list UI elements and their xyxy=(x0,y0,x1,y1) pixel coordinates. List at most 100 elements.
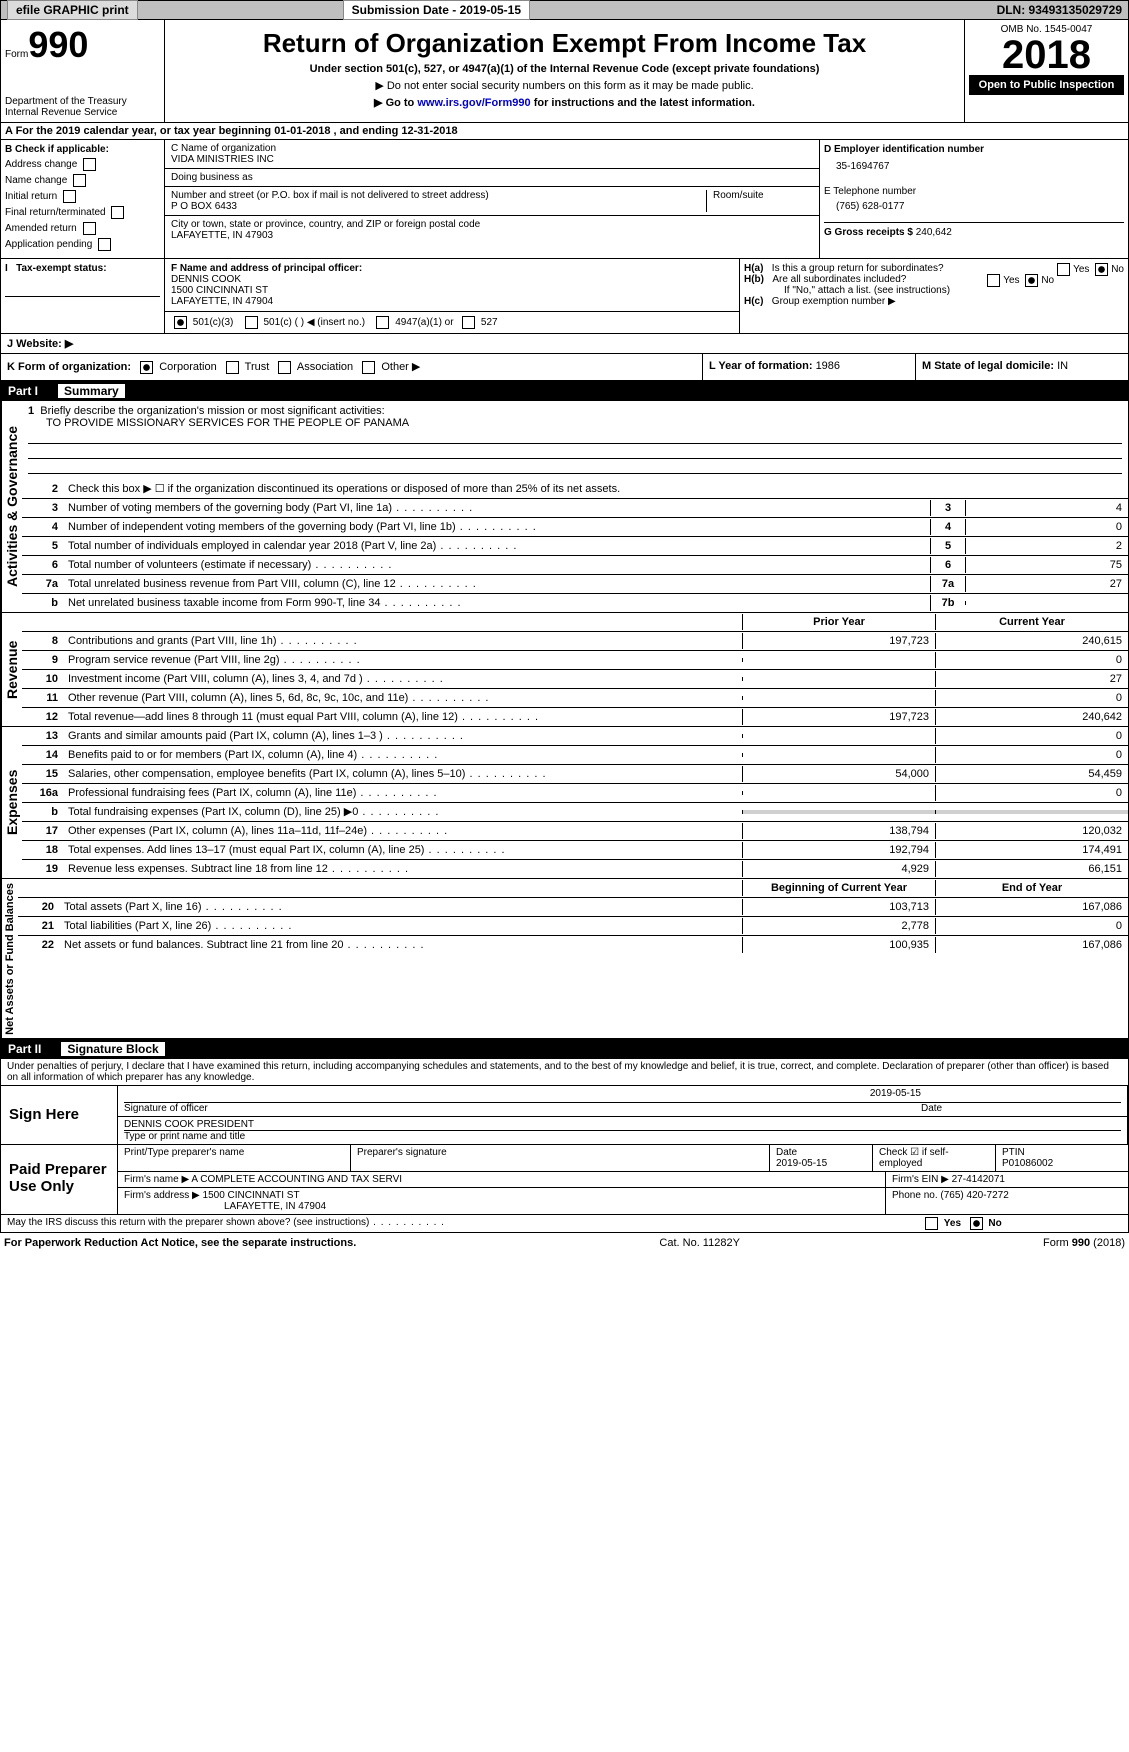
addr-label: Number and street (or P.O. box if mail i… xyxy=(171,190,700,201)
prior-year-value xyxy=(742,696,935,700)
row-text: Contributions and grants (Part VIII, lin… xyxy=(64,633,742,649)
perjury-text: Under penalties of perjury, I declare th… xyxy=(0,1059,1129,1086)
discuss-yes[interactable] xyxy=(925,1217,938,1230)
b-opt-label: Final return/terminated xyxy=(5,207,106,218)
row-text: Net unrelated business taxable income fr… xyxy=(64,595,930,611)
row-code: 4 xyxy=(930,519,965,535)
hb-yes[interactable] xyxy=(987,274,1000,287)
k-checkbox[interactable] xyxy=(226,361,239,374)
opt-4947: 4947(a)(1) or xyxy=(395,317,453,328)
row-text: Program service revenue (Part VIII, line… xyxy=(64,652,742,668)
form-subtitle: Under section 501(c), 527, or 4947(a)(1)… xyxy=(173,63,956,75)
prior-year-value xyxy=(742,677,935,681)
ein-value: 35-1694767 xyxy=(836,161,1124,172)
b-checkbox[interactable] xyxy=(83,222,96,235)
officer-addr1: 1500 CINCINNATI ST xyxy=(171,285,733,296)
row-text: Investment income (Part VIII, column (A)… xyxy=(64,671,742,687)
row-num: 3 xyxy=(22,500,64,516)
b-opt-label: Amended return xyxy=(5,223,77,234)
b-checkbox[interactable] xyxy=(73,174,86,187)
row-num: 5 xyxy=(22,538,64,554)
addr-value: P O BOX 6433 xyxy=(171,201,700,212)
footer-right: Form 990 (2018) xyxy=(1043,1237,1125,1249)
row-fhi: I Tax-exempt status: F Name and address … xyxy=(0,259,1129,334)
k-checkbox[interactable] xyxy=(278,361,291,374)
prior-year-value: 100,935 xyxy=(742,937,935,953)
b-checkbox[interactable] xyxy=(83,158,96,171)
boy-hdr: Beginning of Current Year xyxy=(742,880,935,896)
row-text: Total number of volunteers (estimate if … xyxy=(64,557,930,573)
phone-value: (765) 628-0177 xyxy=(836,201,1124,212)
side-expenses: Expenses xyxy=(1,727,22,878)
line3-post: for instructions and the latest informat… xyxy=(531,97,755,109)
row-text: Benefits paid to or for members (Part IX… xyxy=(64,747,742,763)
501c-check[interactable] xyxy=(245,316,258,329)
pt-date-label: Date xyxy=(776,1147,797,1158)
discuss-row: May the IRS discuss this return with the… xyxy=(0,1215,1129,1233)
b-label: B Check if applicable: xyxy=(5,144,160,155)
form-header: Form990 Department of the Treasury Inter… xyxy=(0,20,1129,123)
ptin-value: P01086002 xyxy=(1002,1158,1053,1169)
footer: For Paperwork Reduction Act Notice, see … xyxy=(0,1233,1129,1253)
k-checkbox[interactable] xyxy=(362,361,375,374)
row-text: Professional fundraising fees (Part IX, … xyxy=(64,785,742,801)
firm-label: Firm's name ▶ xyxy=(124,1174,189,1185)
row-num: b xyxy=(22,804,64,820)
section-bcd: B Check if applicable: Address change Na… xyxy=(0,140,1129,259)
k-checkbox[interactable] xyxy=(140,361,153,374)
irs-link[interactable]: www.irs.gov/Form990 xyxy=(417,97,530,109)
current-year-value: 167,086 xyxy=(935,899,1128,915)
city-value: LAFAYETTE, IN 47903 xyxy=(171,230,813,241)
g-label: G Gross receipts $ xyxy=(824,227,913,238)
501c3-check[interactable] xyxy=(174,316,187,329)
current-year-value: 66,151 xyxy=(935,861,1128,877)
current-year-value: 240,615 xyxy=(935,633,1128,649)
s1-label: Briefly describe the organization's miss… xyxy=(40,405,384,417)
pt-name-label: Print/Type preparer's name xyxy=(118,1145,351,1171)
ha-yes[interactable] xyxy=(1057,263,1070,276)
ha-label: Is this a group return for subordinates? xyxy=(772,263,944,274)
ha-no[interactable] xyxy=(1095,263,1108,276)
firm-name: A COMPLETE ACCOUNTING AND TAX SERVI xyxy=(191,1174,402,1185)
l-label: L Year of formation: xyxy=(709,360,816,372)
row-text: Other revenue (Part VIII, column (A), li… xyxy=(64,690,742,706)
sigblock-label: Signature Block xyxy=(61,1042,164,1056)
discuss-no[interactable] xyxy=(970,1217,983,1230)
form-prefix: Form xyxy=(5,49,28,60)
hb-no[interactable] xyxy=(1025,274,1038,287)
row-num: 21 xyxy=(18,918,60,934)
527-check[interactable] xyxy=(462,316,475,329)
opt-501c3: 501(c)(3) xyxy=(193,317,234,328)
b-checkbox[interactable] xyxy=(98,238,111,251)
f-label: F Name and address of principal officer: xyxy=(171,263,733,274)
opt-501c: 501(c) ( ) ◀ (insert no.) xyxy=(263,317,365,328)
row-num: 18 xyxy=(22,842,64,858)
submission-date: Submission Date - 2019-05-15 xyxy=(343,0,530,20)
row-value: 0 xyxy=(965,519,1128,535)
current-year-value: 0 xyxy=(935,652,1128,668)
irs-label: Internal Revenue Service xyxy=(5,107,160,118)
row-code: 7b xyxy=(930,595,965,611)
date-label: Date xyxy=(921,1103,1121,1114)
expenses-block: Expenses 13 Grants and similar amounts p… xyxy=(0,727,1129,879)
4947-check[interactable] xyxy=(376,316,389,329)
current-year-value: 0 xyxy=(935,690,1128,706)
officer-addr2: LAFAYETTE, IN 47904 xyxy=(171,296,733,307)
pt-sig-label: Preparer's signature xyxy=(351,1145,770,1171)
prior-year-value: 197,723 xyxy=(742,633,935,649)
dept-label: Department of the Treasury xyxy=(5,96,160,107)
b-checkbox[interactable] xyxy=(63,190,76,203)
governance-block: Activities & Governance 1 Briefly descri… xyxy=(0,401,1129,613)
i-label: Tax-exempt status: xyxy=(16,263,106,274)
firm-ein: 27-4142071 xyxy=(952,1174,1005,1185)
firm-addr1: 1500 CINCINNATI ST xyxy=(203,1190,300,1201)
row-num: 16a xyxy=(22,785,64,801)
b-checkbox[interactable] xyxy=(111,206,124,219)
current-year-value: 0 xyxy=(935,918,1128,934)
row-code: 5 xyxy=(930,538,965,554)
line3-pre: ▶ Go to xyxy=(374,97,417,109)
prior-year-value: 103,713 xyxy=(742,899,935,915)
d-label: D Employer identification number xyxy=(824,144,1124,155)
e-label: E Telephone number xyxy=(824,186,1124,197)
row-text: Number of voting members of the governin… xyxy=(64,500,930,516)
